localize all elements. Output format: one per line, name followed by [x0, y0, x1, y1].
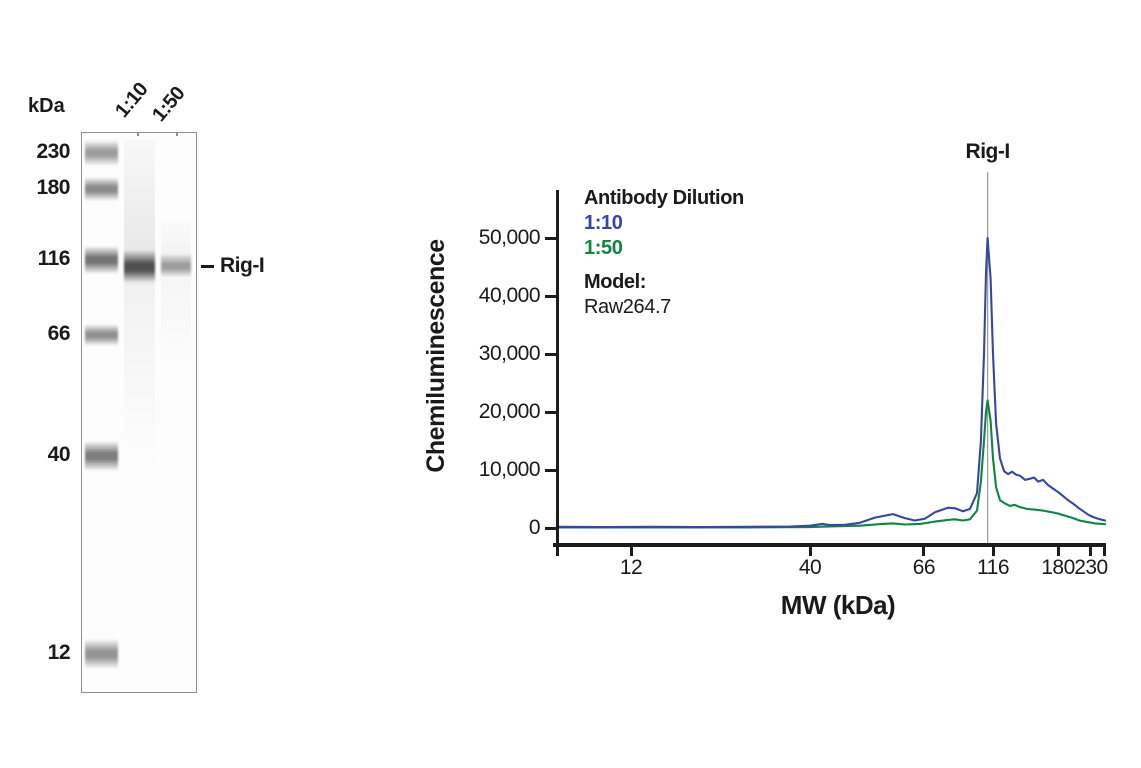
peak-annotation-label: Rig-I — [965, 140, 1011, 163]
x-axis-tick-label: 180 — [1041, 556, 1075, 579]
lane-smear — [124, 252, 155, 280]
marker-band-180kda — [85, 176, 118, 201]
x-axis-tick-label: 230 — [1074, 556, 1108, 579]
x-axis-tick-label: 116 — [977, 556, 1009, 579]
blot-gel-panel — [81, 132, 197, 693]
marker-label-40: 40 — [47, 443, 71, 467]
legend-title: Antibody Dilution — [584, 187, 744, 209]
lane-top-tick — [137, 132, 139, 136]
legend-dilution-1-10: 1:10 — [584, 212, 623, 234]
series-curve-1-50 — [556, 399, 1107, 529]
x-axis-title: MW (kDa) — [780, 590, 896, 620]
lane-smear — [161, 222, 191, 261]
x-axis-tick-label: 40 — [798, 556, 822, 579]
x-axis-tick — [1056, 547, 1060, 556]
sample-band-lane-2 — [161, 254, 191, 279]
band-pointer-dash — [201, 265, 214, 268]
y-axis-tick-label: 20,000 — [478, 400, 541, 423]
y-axis-tick-label: 50,000 — [478, 226, 541, 249]
marker-label-230: 230 — [36, 140, 70, 164]
y-axis-tick-label: 0 — [528, 516, 541, 539]
x-axis-tick — [1089, 547, 1093, 556]
marker-band-230kda — [85, 140, 118, 167]
x-axis-end-tick — [1103, 547, 1106, 556]
lane-top-tick — [176, 132, 178, 136]
lane-smear — [124, 282, 155, 468]
marker-label-180: 180 — [36, 175, 70, 199]
x-axis-tick-label: 12 — [619, 556, 643, 579]
x-axis-tick — [808, 547, 812, 556]
y-axis-tick — [545, 236, 557, 240]
marker-band-40kda — [85, 441, 118, 472]
marker-band-66kda — [85, 323, 118, 346]
kda-unit-label: kDa — [28, 95, 65, 117]
marker-band-116kda — [85, 246, 118, 275]
x-axis-line — [553, 543, 1106, 547]
chart-legend: Antibody Dilution 1:10 1:50 Model: Raw26… — [584, 186, 744, 320]
marker-label-116: 116 — [37, 247, 71, 271]
lane-smear — [161, 279, 191, 385]
x-axis-tick — [629, 547, 633, 556]
x-axis-tick — [991, 547, 995, 556]
legend-model-title: Model: — [584, 271, 647, 293]
x-axis-tick-label: 66 — [912, 556, 936, 579]
legend-model-value: Raw264.7 — [584, 296, 671, 318]
y-axis-tick-label: 10,000 — [478, 458, 541, 481]
x-axis-tick — [922, 547, 926, 556]
marker-band-12kda — [85, 639, 118, 670]
y-axis-tick — [545, 410, 557, 414]
marker-label-66: 66 — [47, 321, 71, 345]
marker-label-12: 12 — [47, 641, 71, 665]
y-axis-tick — [545, 294, 557, 298]
y-axis-tick — [545, 352, 557, 356]
series-curve-1-10 — [556, 236, 1107, 529]
y-axis-tick-label: 30,000 — [478, 342, 541, 365]
y-axis-tick — [545, 468, 557, 472]
y-axis-tick — [545, 526, 557, 530]
legend-dilution-1-50: 1:50 — [584, 237, 623, 259]
y-axis-tick-label: 40,000 — [478, 284, 541, 307]
sample-band-lane-1 — [124, 249, 155, 284]
lane-smear — [124, 139, 155, 253]
blot-band-label: Rig-I — [220, 254, 265, 277]
y-axis-line — [556, 190, 559, 556]
